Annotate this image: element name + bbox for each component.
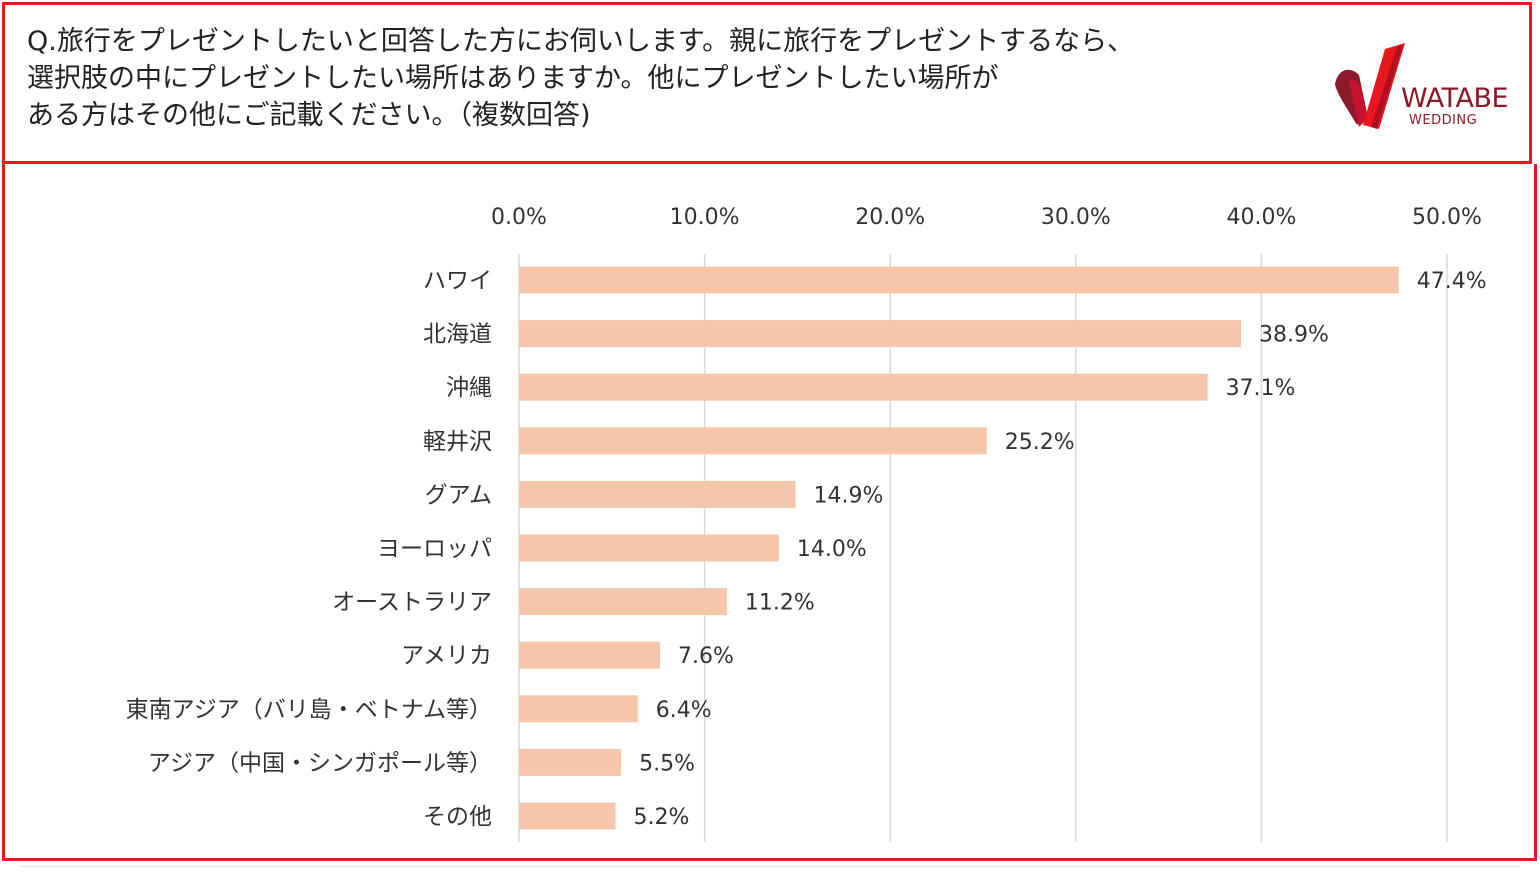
- x-tick-label: 50.0%: [1412, 205, 1482, 230]
- bar: [519, 802, 616, 830]
- x-tick-label: 10.0%: [670, 205, 740, 230]
- bar: [519, 427, 987, 455]
- category-label: 東南アジア（バリ島・ベトナム等）: [126, 697, 492, 723]
- x-tick-label: 0.0%: [491, 205, 547, 230]
- category-label: ハワイ: [423, 268, 492, 294]
- logo-mark-icon: [1335, 43, 1405, 129]
- question-panel: Q.旅行をプレゼントしたいと回答した方にお伺いします。親に旅行をプレゼントするな…: [2, 2, 1532, 164]
- category-label: 北海道: [423, 322, 492, 348]
- data-label: 38.9%: [1259, 323, 1329, 348]
- bar: [519, 641, 661, 669]
- data-label: 5.2%: [634, 805, 690, 830]
- bar: [519, 748, 622, 776]
- category-label: アメリカ: [401, 643, 492, 669]
- data-label: 14.0%: [797, 537, 867, 562]
- bar: [519, 534, 779, 562]
- data-label: 5.5%: [639, 751, 695, 776]
- bar: [519, 695, 638, 723]
- category-label: グアム: [425, 482, 492, 508]
- divider: [20, 866, 1520, 867]
- bar: [519, 588, 727, 616]
- data-label: 25.2%: [1005, 430, 1075, 455]
- watabe-wedding-logo: WATABE WEDDING: [1327, 35, 1527, 135]
- question-text: Q.旅行をプレゼントしたいと回答した方にお伺いします。親に旅行をプレゼントするな…: [27, 26, 1135, 131]
- logo-brand: WATABE: [1401, 83, 1509, 114]
- bar: [519, 373, 1208, 401]
- data-label: 47.4%: [1417, 269, 1487, 294]
- bar-chart: 0.0% 10.0% 20.0% 30.0% 40.0% 50.0% ハワイ 47.4% 北海道…: [126, 205, 1487, 842]
- category-label: オーストラリア: [332, 590, 492, 616]
- data-label: 11.2%: [745, 591, 815, 616]
- chart-panel: [2, 164, 1537, 861]
- category-label: ヨーロッパ: [377, 536, 492, 562]
- category-label: アジア（中国・シンガポール等）: [148, 750, 492, 776]
- bar: [519, 266, 1399, 294]
- logo-sub: WEDDING: [1409, 113, 1478, 128]
- bar: [519, 320, 1241, 348]
- data-label: 14.9%: [814, 483, 884, 508]
- category-label: 軽井沢: [423, 429, 492, 455]
- bar: [519, 480, 796, 508]
- category-label: その他: [423, 804, 492, 830]
- category-label: 沖縄: [446, 375, 492, 401]
- data-label: 37.1%: [1226, 376, 1296, 401]
- data-label: 6.4%: [656, 698, 712, 723]
- x-tick-label: 20.0%: [855, 205, 925, 230]
- x-tick-label: 30.0%: [1041, 205, 1111, 230]
- x-tick-label: 40.0%: [1226, 205, 1296, 230]
- data-label: 7.6%: [678, 644, 734, 669]
